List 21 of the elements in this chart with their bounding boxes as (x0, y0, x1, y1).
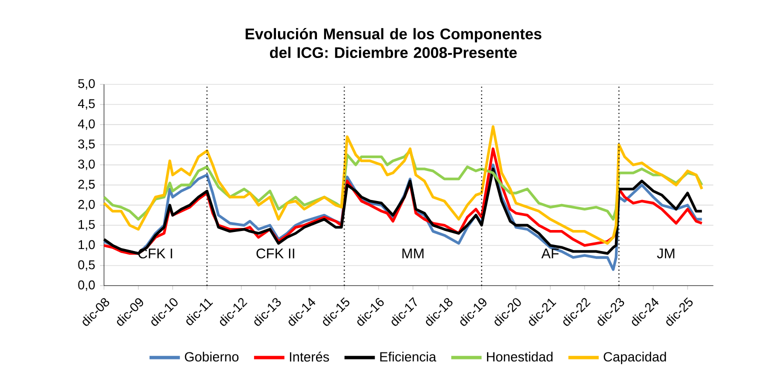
legend-label: Capacidad (604, 352, 666, 364)
legend-label: Honestidad (487, 352, 553, 362)
y-tick-label: 4,0 (78, 119, 95, 130)
annotation: CFK II (256, 248, 294, 258)
y-tick-label: 0,0 (78, 280, 95, 291)
y-tick-label: 0,5 (78, 260, 95, 271)
y-tick-label: 1,5 (78, 220, 95, 230)
y-tick-label: 4,5 (78, 99, 95, 110)
y-tick-label: 3,5 (78, 140, 95, 150)
y-tick-label: 2,0 (78, 200, 95, 210)
y-tick-label: 5,0 (78, 79, 95, 90)
annotation: MM (402, 248, 424, 258)
annotation: JM (657, 248, 674, 258)
legend-label: Interés (290, 352, 330, 362)
y-tick-label: 1,0 (78, 240, 95, 251)
annotation: AF (541, 248, 559, 258)
y-tick-label: 3,0 (78, 160, 95, 170)
chart-title: Evolución Mensual de los Componentes del ICG: Diciembre 2008-Presente (246, 28, 542, 58)
legend-label: Gobierno (184, 352, 238, 362)
legend-label: Eficiencia (380, 352, 436, 362)
y-tick-label: 2,5 (78, 180, 95, 190)
